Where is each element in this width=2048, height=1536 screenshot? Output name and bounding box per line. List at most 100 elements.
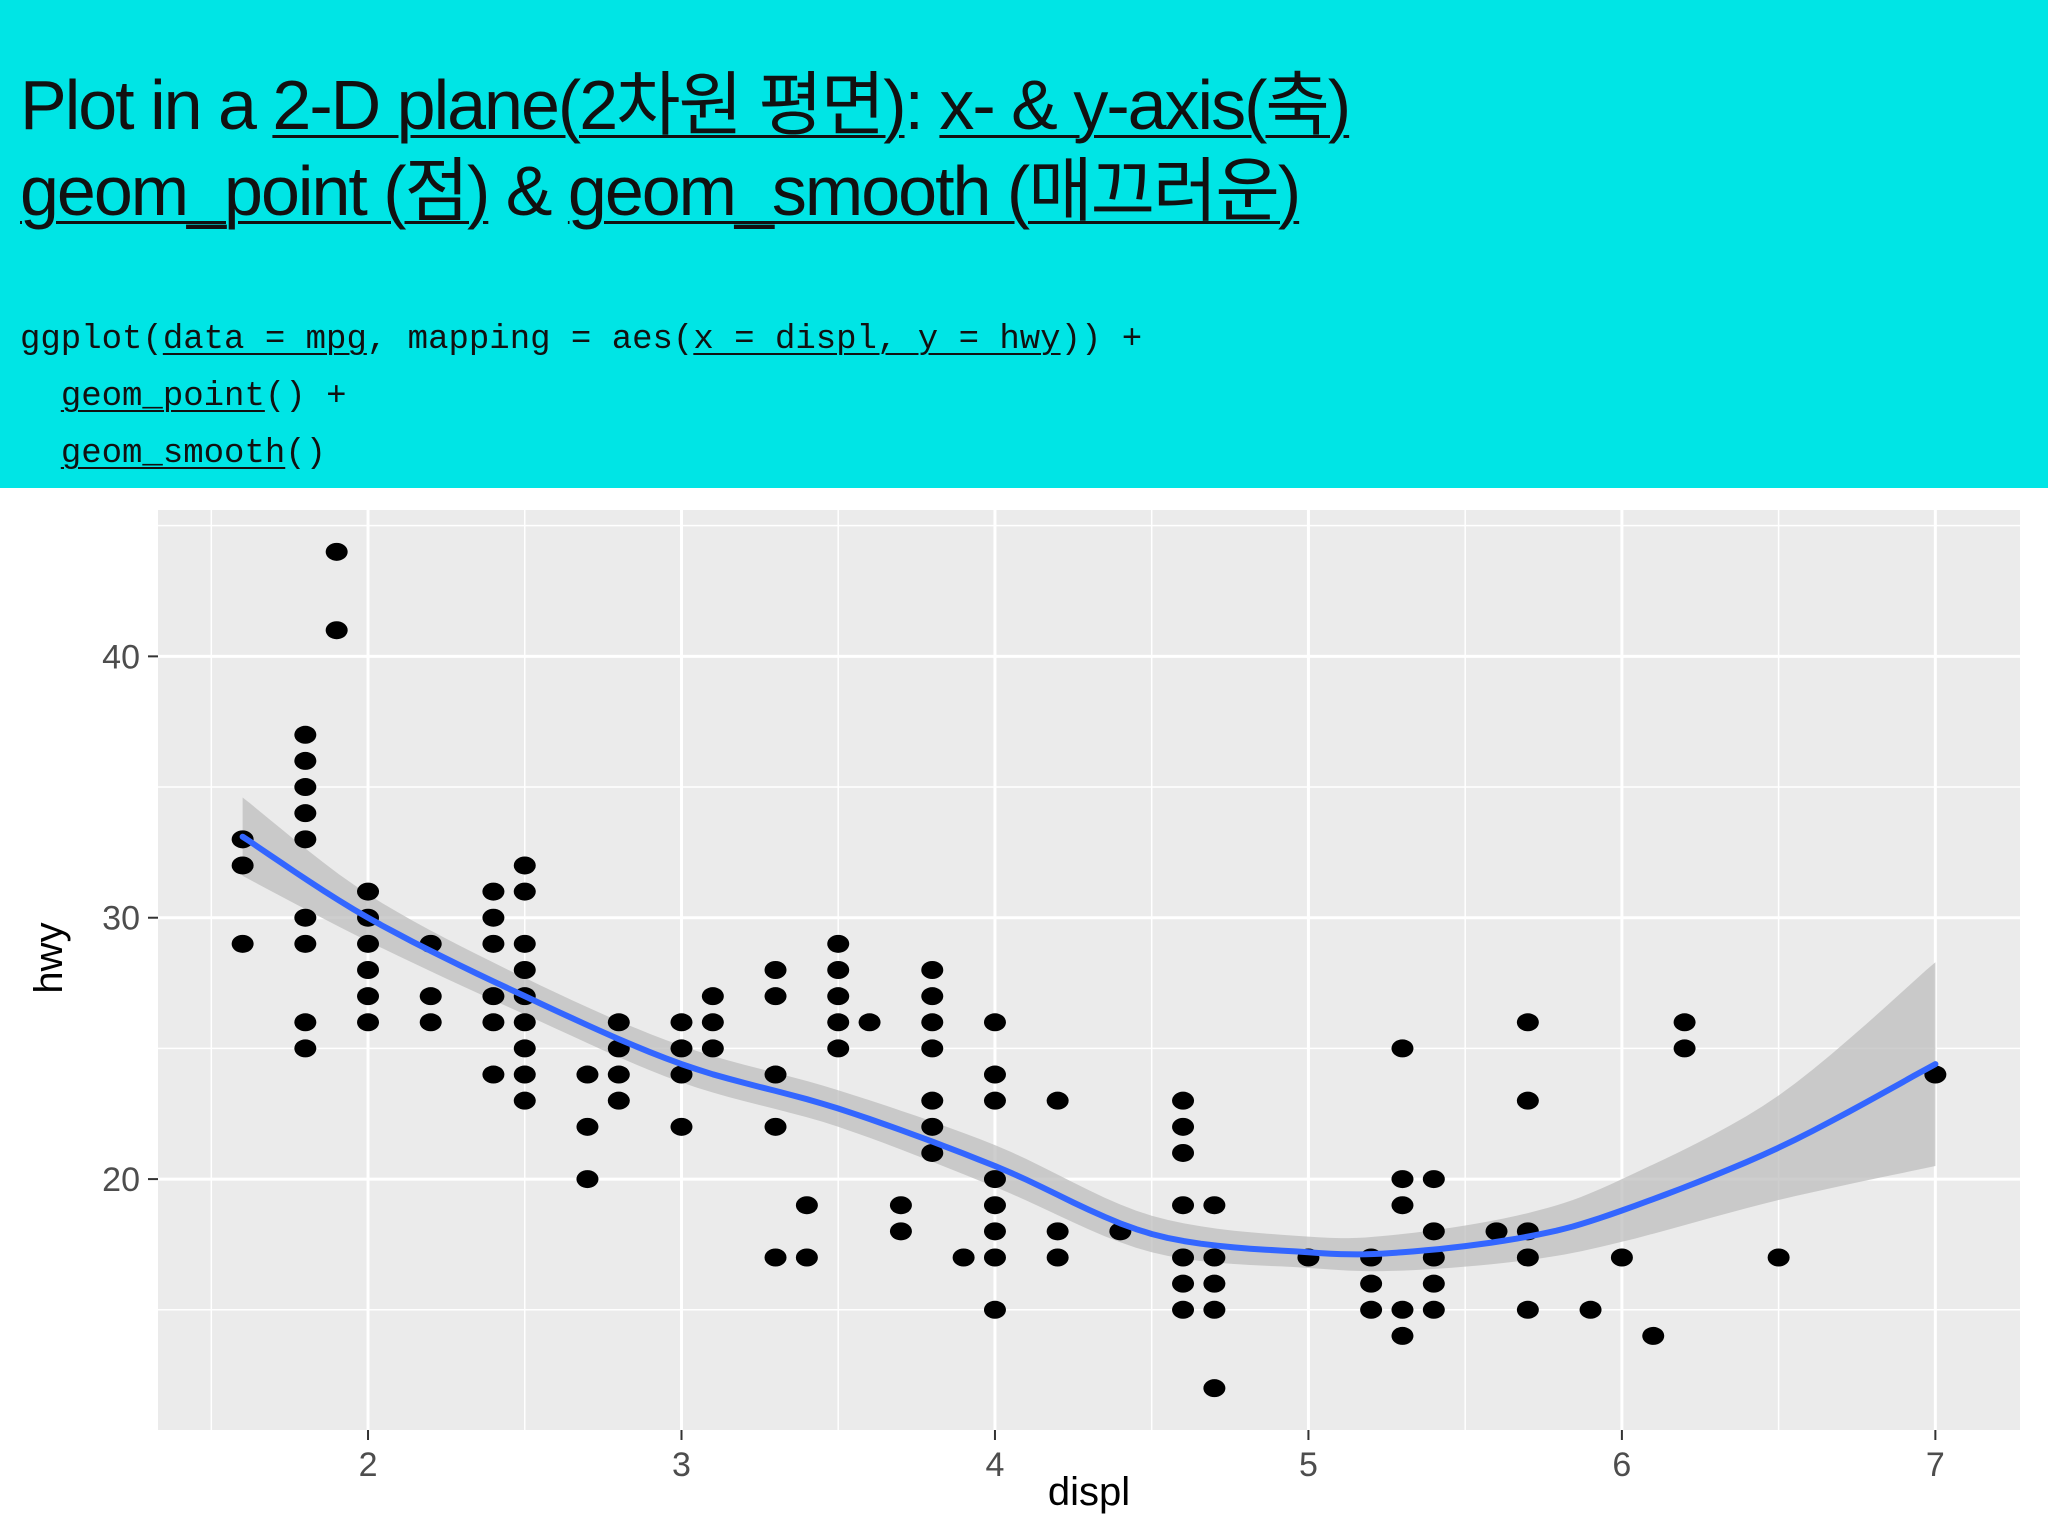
data-point xyxy=(701,987,724,1006)
data-point xyxy=(1422,1222,1445,1241)
title-prefix: Plot in a xyxy=(20,66,273,144)
data-point xyxy=(858,1013,881,1032)
data-point xyxy=(1673,1039,1696,1058)
code-link-aes[interactable]: x = displ, y = hwy xyxy=(693,321,1061,359)
data-point xyxy=(576,1117,599,1136)
title-link-geom-smooth[interactable]: geom_smooth (매끄러운) xyxy=(567,152,1301,230)
title-link-axis[interactable]: x- & y-axis(축) xyxy=(939,66,1351,144)
data-point xyxy=(1360,1300,1383,1319)
data-point xyxy=(921,1091,944,1110)
data-point xyxy=(513,856,536,875)
data-point xyxy=(921,987,944,1006)
data-point xyxy=(827,1039,850,1058)
data-point xyxy=(983,1196,1006,1215)
data-point xyxy=(231,856,254,875)
data-point xyxy=(294,830,317,849)
y-tick-label: 40 xyxy=(102,638,140,676)
data-point xyxy=(1046,1248,1069,1267)
data-point xyxy=(357,934,380,953)
code-line-1: ggplot(data = mpg, mapping = aes(x = dis… xyxy=(20,320,1142,360)
data-point xyxy=(983,1222,1006,1241)
data-point xyxy=(701,1039,724,1058)
data-point xyxy=(607,1013,630,1032)
title-link-2d-plane[interactable]: 2-D plane(2차원 평면) xyxy=(272,66,906,144)
data-point xyxy=(827,934,850,953)
data-point xyxy=(983,1248,1006,1267)
data-point xyxy=(1391,1326,1414,1345)
code-text: )) + xyxy=(1060,321,1143,359)
data-point xyxy=(294,751,317,770)
data-point xyxy=(1172,1300,1195,1319)
code-link-geom-smooth[interactable]: geom_smooth xyxy=(60,435,286,473)
data-point xyxy=(670,1065,693,1084)
smooth-line xyxy=(239,833,1939,1258)
code-link-data[interactable]: data = mpg xyxy=(162,321,367,359)
data-point xyxy=(1172,1274,1195,1293)
code-text: , mapping = aes( xyxy=(366,321,694,359)
data-point xyxy=(983,1300,1006,1319)
data-point xyxy=(294,1039,317,1058)
data-point xyxy=(670,1039,693,1058)
data-point xyxy=(482,1065,505,1084)
data-point xyxy=(795,1248,818,1267)
data-point xyxy=(419,1013,442,1032)
data-point xyxy=(889,1196,912,1215)
data-point xyxy=(513,1065,536,1084)
code-link-geom-point[interactable]: geom_point xyxy=(60,378,265,416)
code-line-3: geom_smooth() xyxy=(20,434,326,474)
data-point xyxy=(1516,1013,1539,1032)
y-axis-title: hwy xyxy=(27,922,71,993)
x-tick-label: 7 xyxy=(1926,1446,1945,1484)
data-point xyxy=(1360,1274,1383,1293)
y-tick-label: 20 xyxy=(102,1161,140,1199)
data-point xyxy=(1172,1143,1195,1162)
data-point xyxy=(1579,1300,1602,1319)
data-point xyxy=(1516,1248,1539,1267)
data-point xyxy=(1391,1039,1414,1058)
data-point xyxy=(231,934,254,953)
data-point xyxy=(576,1170,599,1189)
data-point xyxy=(294,1013,317,1032)
scatter-plot: 2 3 4 5 6 7 20 30 40 displ hwy xyxy=(27,510,2020,1514)
code-text: () + xyxy=(264,378,347,416)
x-tick-label: 6 xyxy=(1612,1446,1631,1484)
points-layer xyxy=(231,542,1947,1398)
data-point xyxy=(513,1039,536,1058)
code-indent xyxy=(20,378,61,416)
slide-header: Plot in a 2-D plane(2차원 평면): x- & y-axis… xyxy=(0,0,2048,488)
code-text: ggplot( xyxy=(20,321,163,359)
data-point xyxy=(764,1248,787,1267)
data-point xyxy=(294,725,317,744)
data-point xyxy=(921,1143,944,1162)
title-separator: : xyxy=(904,66,940,144)
data-point xyxy=(983,1013,1006,1032)
data-point xyxy=(983,1091,1006,1110)
x-tick-label: 3 xyxy=(672,1446,691,1484)
data-point xyxy=(1767,1248,1790,1267)
data-point xyxy=(827,961,850,979)
data-point xyxy=(1422,1274,1445,1293)
data-point xyxy=(607,1091,630,1110)
code-text: () xyxy=(285,435,327,473)
data-point xyxy=(1203,1300,1226,1319)
data-point xyxy=(1046,1222,1069,1241)
data-point xyxy=(1422,1170,1445,1189)
data-point xyxy=(827,1013,850,1032)
data-point xyxy=(294,934,317,953)
data-point xyxy=(921,1039,944,1058)
data-point xyxy=(294,908,317,927)
data-point xyxy=(1172,1091,1195,1110)
data-point xyxy=(482,882,505,901)
title-link-geom-point[interactable]: geom_point (점) xyxy=(20,152,490,230)
x-tick-label: 5 xyxy=(1299,1446,1318,1484)
data-point xyxy=(1391,1170,1414,1189)
data-point xyxy=(921,1013,944,1032)
data-point xyxy=(983,1065,1006,1084)
data-point xyxy=(482,1013,505,1032)
data-point xyxy=(764,1065,787,1084)
data-point xyxy=(701,1013,724,1032)
data-point xyxy=(764,961,787,979)
data-point xyxy=(294,778,317,797)
data-point xyxy=(1485,1222,1508,1241)
data-point xyxy=(419,987,442,1006)
